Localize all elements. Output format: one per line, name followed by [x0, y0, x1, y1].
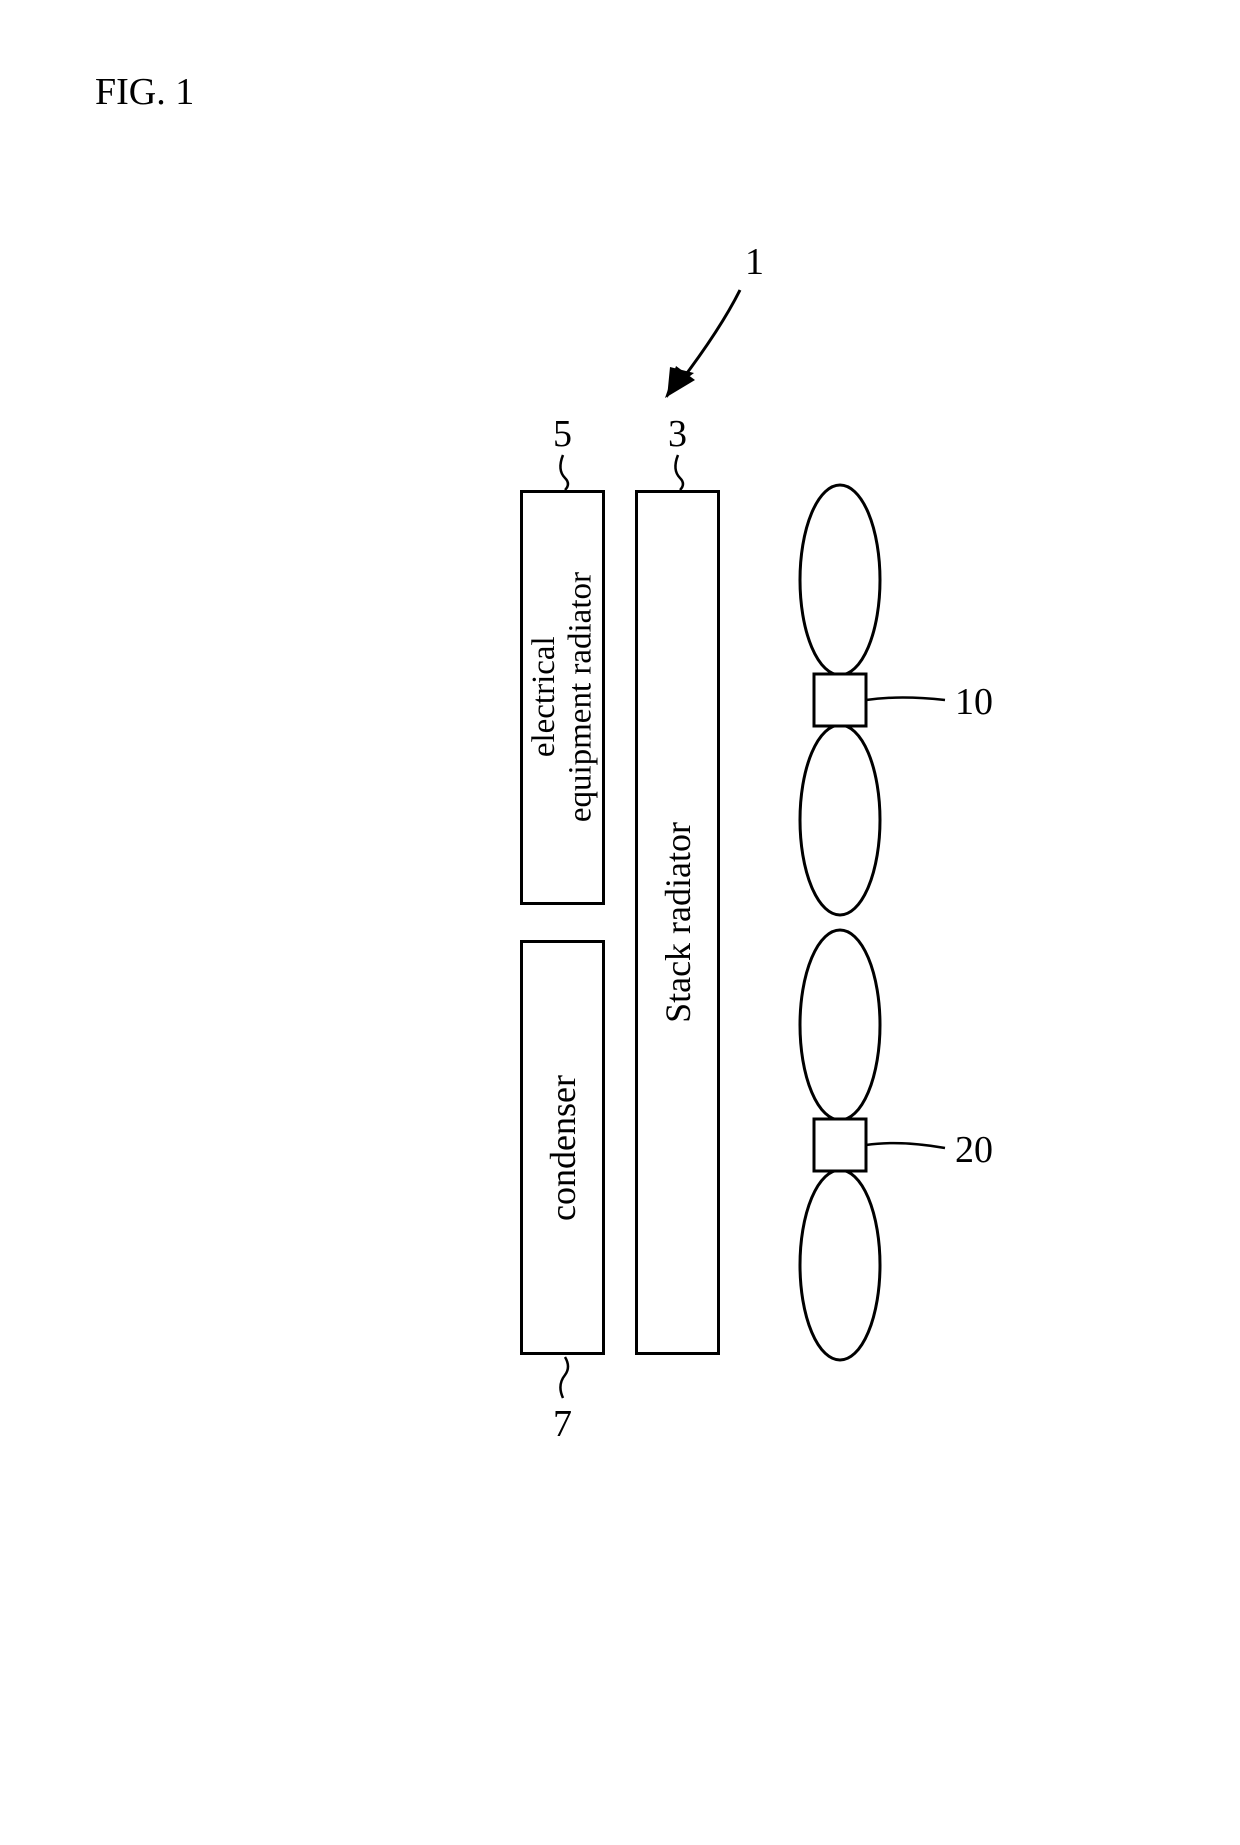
condenser-box: condenser: [520, 940, 605, 1355]
leader-10: [866, 698, 945, 701]
fan-1-icon: [800, 485, 880, 915]
ref-3: 3: [668, 412, 687, 456]
ref-10: 10: [955, 680, 993, 724]
leader-3: [675, 455, 683, 490]
leader-7: [560, 1357, 568, 1398]
ref-5: 5: [553, 412, 572, 456]
leader-20: [866, 1143, 945, 1148]
ref-1-arrow: [667, 290, 740, 398]
ref-20: 20: [955, 1128, 993, 1172]
stack-radiator-label: Stack radiator: [657, 822, 699, 1023]
ref-7: 7: [553, 1402, 572, 1446]
condenser-label: condenser: [542, 1075, 584, 1221]
ref-1: 1: [745, 240, 764, 284]
diagram-overlay: [0, 0, 1240, 1845]
stack-radiator-box: Stack radiator: [635, 490, 720, 1355]
leader-5: [560, 455, 568, 490]
electrical-radiator-box: electrical equipment radiator: [520, 490, 605, 905]
fan-2-icon: [800, 930, 880, 1360]
figure-label: FIG. 1: [95, 70, 194, 114]
electrical-radiator-label: electrical equipment radiator: [526, 572, 599, 822]
figure-page: FIG. 1 Stack radiator electrical equipme…: [0, 0, 1240, 1845]
ref-1-arrowhead: [665, 366, 695, 398]
